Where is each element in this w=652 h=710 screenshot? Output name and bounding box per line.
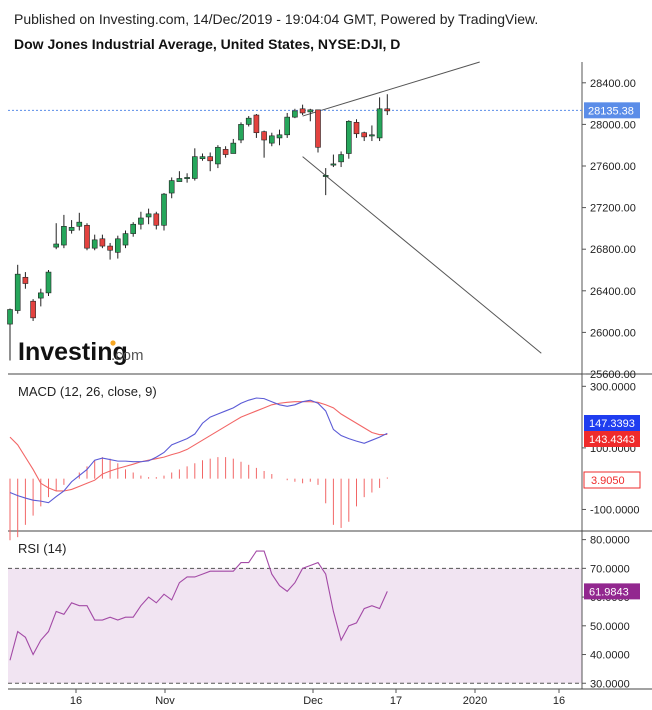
macd-tick-label: -100.0000 — [590, 504, 640, 516]
histogram-badge-label: 3.9050 — [591, 475, 625, 487]
candle-down — [315, 109, 321, 148]
candle-up — [176, 178, 183, 182]
candle-up — [322, 175, 329, 177]
price-tick-label: 28000.00 — [590, 119, 636, 131]
published-info: Published on Investing.com, 14/Dec/2019 … — [14, 11, 539, 27]
candle-up — [330, 163, 337, 166]
time-tick-label: 16 — [70, 695, 82, 707]
candle-up — [215, 146, 221, 165]
candle-down — [353, 122, 360, 135]
candle-up — [230, 142, 237, 154]
candle-up — [184, 177, 190, 179]
candle-up — [53, 243, 60, 248]
candle-down — [99, 238, 106, 247]
macd-tick-label: 300.0000 — [590, 381, 636, 393]
candle-down — [222, 149, 229, 155]
candle-down — [30, 300, 36, 319]
last-price-badge — [584, 102, 640, 119]
candle-up — [307, 109, 314, 113]
rsi-tick-label: 80.0000 — [590, 535, 630, 547]
candle-down — [84, 224, 90, 249]
candle-up — [238, 124, 244, 141]
rsi-tick-label: 70.0000 — [590, 563, 630, 575]
time-tick-label: 16 — [553, 695, 565, 707]
signal-badge-label: 143.4343 — [589, 434, 635, 446]
candle-up — [7, 309, 13, 325]
candle-down — [22, 276, 29, 284]
histogram-badge — [583, 471, 641, 489]
candle-down — [384, 108, 391, 112]
candle-down — [361, 132, 368, 138]
candle-down — [153, 213, 160, 226]
macd-line — [9, 397, 388, 504]
candle-up — [91, 239, 98, 249]
candle-up — [268, 135, 275, 144]
candle-up — [292, 110, 298, 118]
candle-up — [145, 213, 152, 218]
rsi-band — [8, 568, 582, 684]
logo-dot-icon — [110, 340, 116, 346]
candle-up — [45, 271, 52, 294]
candle-down — [299, 108, 306, 114]
time-tick-label: Nov — [155, 695, 175, 707]
rsi-tick-label: 30.0000 — [590, 678, 630, 690]
candle-up — [276, 134, 283, 139]
logo-suffix: .com — [111, 347, 144, 364]
time-tick-label: Dec — [303, 695, 323, 707]
candle-up — [338, 154, 344, 163]
candle-up — [369, 134, 375, 137]
price-tick-label: 28400.00 — [590, 78, 636, 90]
price-tick-label: 26800.00 — [590, 244, 636, 256]
rsi-tick-label: 40.0000 — [590, 650, 630, 662]
candle-up — [192, 156, 198, 179]
signal-badge — [584, 431, 640, 447]
last-price-label: 28135.38 — [588, 105, 634, 117]
candle-up — [138, 217, 144, 225]
candle-up — [68, 227, 75, 231]
candle-down — [107, 245, 113, 251]
rsi-badge-label: 61.9843 — [589, 586, 629, 598]
candle-up — [130, 223, 136, 234]
candle-up — [245, 117, 252, 125]
price-tick-label: 26000.00 — [590, 327, 636, 339]
price-tick-label: 27600.00 — [590, 161, 636, 173]
candle-down — [207, 156, 213, 162]
candle-up — [115, 238, 121, 253]
candle-down — [253, 114, 260, 134]
trend-line — [302, 61, 480, 117]
candle-up — [37, 292, 44, 299]
macd-label: MACD (12, 26, close, 9) — [18, 384, 157, 399]
candle-up — [376, 108, 383, 139]
macd-badge — [584, 415, 640, 431]
candle-up — [76, 221, 83, 227]
trend-line — [302, 156, 542, 354]
time-tick-label: 17 — [390, 695, 402, 707]
time-tick-label: 2020 — [463, 695, 487, 707]
candle-down — [261, 131, 267, 141]
logo-brand: Investing — [18, 338, 128, 366]
candle-up — [284, 116, 291, 136]
price-tick-label: 26400.00 — [590, 286, 636, 298]
candle-up — [122, 233, 129, 246]
price-tick-label: 27200.00 — [590, 203, 636, 215]
candle-up — [199, 156, 206, 160]
macd-badge-label: 147.3393 — [589, 418, 635, 430]
rsi-badge — [584, 583, 640, 600]
chart-title: Dow Jones Industrial Average, United Sta… — [14, 36, 401, 52]
signal-line — [9, 401, 388, 492]
rsi-tick-label: 50.0000 — [590, 621, 630, 633]
candle-up — [61, 226, 67, 246]
candle-up — [345, 120, 352, 154]
candle-up — [168, 180, 175, 194]
candle-up — [161, 193, 167, 226]
price-tick-label: 25600.00 — [590, 369, 636, 381]
rsi-label: RSI (14) — [18, 541, 66, 556]
candle-up — [14, 273, 21, 311]
rsi-line — [9, 550, 388, 661]
